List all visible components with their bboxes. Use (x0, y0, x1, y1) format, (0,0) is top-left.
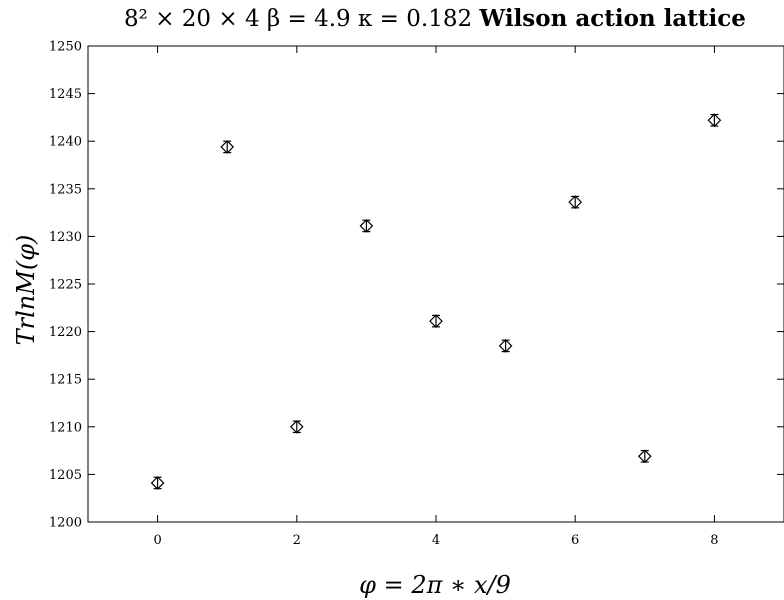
point-marker (498, 339, 513, 353)
point-marker (289, 419, 304, 434)
chart-title: 8² × 20 × 4 β = 4.9 κ = 0.182 Wilson act… (124, 5, 746, 32)
chart-title-math: 8² × 20 × 4 β = 4.9 κ = 0.182 (124, 6, 472, 32)
data-point (707, 113, 722, 128)
x-tick-label: 4 (432, 533, 440, 548)
y-tick-label: 1220 (49, 325, 82, 340)
y-tick-label: 1200 (49, 516, 82, 531)
data-point (498, 339, 513, 353)
y-tick-label: 1230 (49, 230, 82, 245)
x-tick-label: 8 (710, 533, 718, 548)
y-axis-title: TrlnM(φ) (12, 235, 40, 346)
data-point (637, 449, 652, 464)
y-tick-label: 1225 (49, 278, 82, 293)
point-marker (568, 195, 583, 209)
y-axis: 1200 1205 1210 1215 1220 1225 1230 1235 1240 1245… (49, 40, 784, 531)
x-axis: 0 2 4 6 8 (153, 46, 719, 548)
point-marker (220, 140, 235, 154)
data-point (568, 195, 583, 209)
y-tick-label: 1250 (49, 40, 82, 55)
x-tick-label: 2 (293, 533, 301, 548)
point-marker (150, 476, 165, 490)
data-point (150, 476, 165, 490)
point-marker (707, 113, 722, 128)
plot-frame (87, 45, 784, 523)
y-tick-label: 1205 (49, 468, 82, 483)
y-tick-label: 1235 (49, 182, 82, 197)
data-point (429, 314, 443, 328)
y-tick-label: 1245 (49, 87, 82, 102)
point-marker (637, 449, 652, 464)
x-tick-label: 6 (571, 533, 579, 548)
data-series (150, 113, 722, 490)
x-tick-label: 0 (153, 533, 161, 548)
x-axis-title: φ = 2π ∗ x/9 (359, 571, 511, 599)
y-tick-label: 1215 (49, 373, 82, 388)
data-point (220, 140, 235, 154)
point-marker (429, 314, 443, 328)
chart-title-bold: Wilson action lattice (478, 5, 746, 32)
data-point (359, 219, 374, 233)
y-tick-label: 1210 (49, 420, 82, 435)
data-point (289, 419, 304, 434)
point-marker (359, 219, 374, 233)
y-tick-label: 1240 (49, 135, 82, 150)
